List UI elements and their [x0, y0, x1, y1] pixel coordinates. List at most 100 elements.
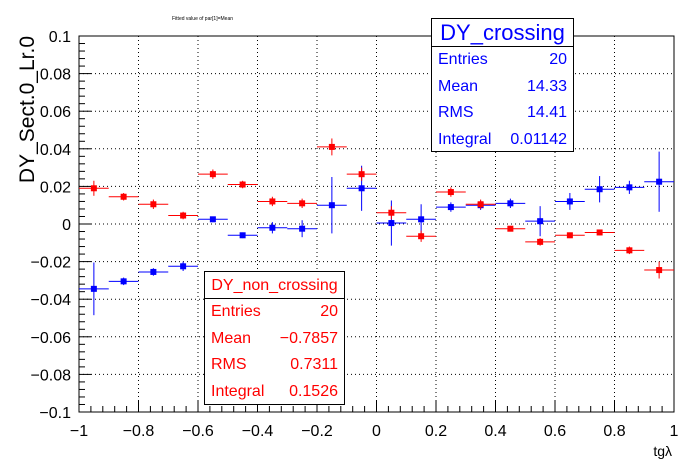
stats-box-non-crossing: DY_non_crossing Entries 20 Mean −0.7857 RM… — [204, 271, 345, 405]
point-marker — [566, 232, 573, 239]
x-tick-label: 0.2 — [425, 423, 447, 440]
point-marker — [507, 200, 514, 207]
stats-value: 0.7311 — [290, 356, 338, 373]
y-tick-label: 0.08 — [40, 67, 71, 84]
x-tick-label: −0.8 — [123, 423, 155, 440]
stats-value: 0.01142 — [510, 130, 567, 148]
point-marker — [477, 201, 484, 208]
data-point — [227, 232, 258, 239]
data-point — [644, 151, 674, 212]
stats-row-integral: Integral 0.1526 — [205, 379, 344, 406]
y-tick-label: 0.06 — [40, 104, 71, 121]
point-marker — [239, 181, 246, 188]
data-point — [346, 167, 377, 181]
data-point — [465, 199, 496, 209]
stats-value: 20 — [320, 303, 338, 320]
point-marker — [388, 209, 395, 216]
stats-row-rms: RMS 0.7311 — [205, 352, 344, 379]
x-tick-label: −0.4 — [242, 423, 274, 440]
point-marker — [120, 278, 127, 285]
data-point — [79, 262, 109, 316]
y-tick-label: −0.08 — [31, 367, 72, 384]
data-point — [436, 202, 466, 212]
point-marker — [90, 285, 97, 292]
point-marker — [447, 204, 454, 211]
data-point — [644, 261, 674, 279]
point-marker — [537, 218, 544, 225]
point-marker — [90, 185, 97, 192]
point-marker — [180, 212, 187, 219]
point-marker — [656, 178, 663, 185]
stats-label: Entries — [438, 51, 488, 68]
y-tick-label: 0.04 — [40, 142, 71, 159]
stats-title: DY_non_crossing — [205, 272, 344, 299]
point-marker — [150, 268, 157, 275]
point-marker — [328, 143, 335, 150]
stats-label: Mean — [438, 77, 479, 95]
point-marker — [418, 216, 425, 223]
point-marker — [150, 201, 157, 208]
data-point — [257, 222, 288, 234]
data-point — [376, 206, 407, 220]
stats-value: 14.33 — [526, 77, 567, 95]
stats-label: Integral — [211, 382, 265, 400]
data-point — [138, 199, 169, 209]
point-marker — [328, 202, 335, 209]
x-tick-label: 0.8 — [603, 423, 625, 440]
data-point — [287, 198, 317, 209]
point-marker — [209, 171, 216, 178]
y-tick-label: −0.02 — [31, 255, 72, 272]
point-marker — [626, 247, 633, 254]
y-tick-label: −0.04 — [31, 292, 72, 309]
stats-title: DY_crossing — [432, 19, 573, 47]
point-marker — [180, 263, 187, 270]
data-point — [227, 180, 258, 189]
x-tick-label: −1 — [70, 423, 88, 440]
data-point — [436, 187, 466, 197]
data-point — [406, 204, 436, 235]
x-tick-label: 0 — [372, 423, 381, 440]
y-tick-label: −0.1 — [39, 405, 71, 422]
x-tick-label: 0.4 — [484, 423, 506, 440]
data-point — [108, 277, 139, 286]
stats-value: 14.41 — [526, 104, 567, 121]
data-point — [525, 206, 555, 237]
point-marker — [418, 233, 425, 240]
stats-value: 20 — [549, 51, 567, 68]
stats-row-mean: Mean 14.33 — [432, 74, 573, 101]
y-tick-label: −0.06 — [31, 330, 72, 347]
point-marker — [656, 267, 663, 274]
point-marker — [596, 229, 603, 236]
data-point — [168, 261, 198, 271]
x-tick-label: 0.6 — [544, 423, 566, 440]
point-marker — [596, 186, 603, 193]
data-point — [406, 230, 436, 242]
stats-row-entries: Entries 20 — [205, 299, 344, 326]
point-marker — [299, 225, 306, 232]
point-marker — [358, 171, 365, 178]
data-point — [495, 225, 526, 232]
stats-box-crossing: DY_crossing Entries 20 Mean 14.33 RMS 14.41… — [431, 18, 574, 152]
stats-value: 0.1526 — [289, 382, 338, 400]
stats-row-mean: Mean −0.7857 — [205, 326, 344, 353]
point-marker — [626, 184, 633, 191]
x-tick-label: −0.6 — [182, 423, 214, 440]
point-marker — [507, 225, 514, 232]
stats-label: Mean — [211, 329, 252, 347]
y-axis-label: DY_Sect.0_Lr.0 — [16, 36, 39, 183]
point-marker — [269, 198, 276, 205]
data-point — [584, 229, 615, 236]
axis-ticks — [78, 35, 675, 413]
point-marker — [388, 220, 395, 227]
data-point — [614, 246, 645, 255]
data-point — [79, 180, 109, 196]
x-axis-label: tgλ — [653, 443, 672, 459]
data-point — [317, 138, 347, 156]
data-point — [525, 238, 555, 246]
data-point — [168, 211, 198, 220]
data-point — [198, 216, 228, 223]
data-point — [287, 220, 317, 238]
point-marker — [299, 200, 306, 207]
point-marker — [209, 216, 216, 223]
